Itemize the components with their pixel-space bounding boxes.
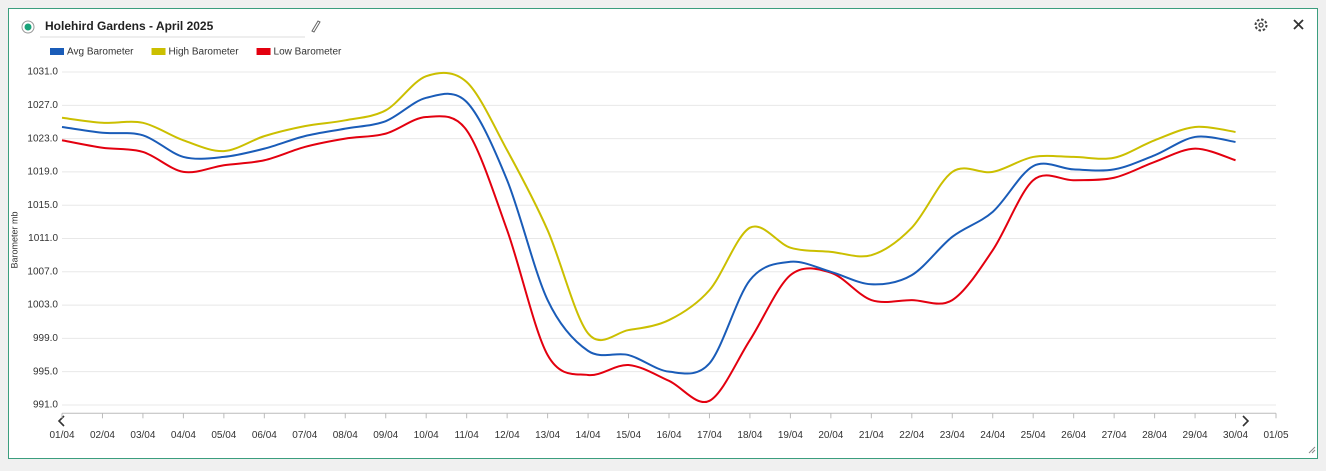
line-series [61, 92, 1236, 375]
y-tick-label: 1003.0 [27, 300, 58, 311]
legend-swatch [50, 48, 64, 55]
x-tick-label: 19/04 [778, 430, 803, 441]
y-axis-label: Barometer mb [9, 211, 19, 268]
y-tick-label: 1023.0 [27, 133, 58, 144]
x-tick-label: 06/04 [252, 430, 277, 441]
y-tick-label: 995.0 [33, 366, 58, 377]
x-tick-label: 13/04 [535, 430, 560, 441]
next-button[interactable] [1242, 415, 1250, 427]
line-series [61, 115, 1236, 404]
x-tick-label: 29/04 [1183, 430, 1208, 441]
y-tick-label: 1019.0 [27, 167, 58, 178]
x-tick-label: 07/04 [292, 430, 317, 441]
x-tick-label: 16/04 [656, 430, 681, 441]
x-tick-label: 18/04 [737, 430, 762, 441]
y-tick-label: 999.0 [33, 333, 58, 344]
settings-icon[interactable] [1254, 18, 1268, 32]
y-tick-label: 991.0 [33, 400, 58, 411]
x-tick-label: 10/04 [414, 430, 439, 441]
legend-swatch [151, 48, 166, 55]
x-tick-label: 02/04 [90, 430, 115, 441]
close-icon[interactable] [1293, 19, 1304, 30]
x-tick-label: 22/04 [899, 430, 924, 441]
x-tick-label: 04/04 [171, 430, 196, 441]
x-tick-label: 08/04 [333, 430, 358, 441]
x-tick-label: 01/05 [1263, 430, 1288, 441]
x-tick-label: 17/04 [697, 430, 722, 441]
x-tick-label: 15/04 [616, 430, 641, 441]
edit-icon[interactable] [311, 20, 321, 33]
x-tick-label: 25/04 [1021, 430, 1046, 441]
x-tick-label: 30/04 [1223, 430, 1248, 441]
status-dot [24, 23, 32, 31]
x-tick-label: 23/04 [940, 430, 965, 441]
chart-title: Holehird Gardens - April 2025 [45, 19, 214, 33]
x-tick-label: 09/04 [373, 430, 398, 441]
x-tick-label: 21/04 [859, 430, 884, 441]
x-tick-label: 12/04 [495, 430, 520, 441]
x-tick-label: 27/04 [1102, 430, 1127, 441]
x-tick-label: 24/04 [980, 430, 1005, 441]
x-tick-label: 20/04 [818, 430, 843, 441]
x-tick-label: 05/04 [211, 430, 236, 441]
resize-handle[interactable] [1308, 446, 1316, 454]
x-tick-label: 01/04 [49, 430, 74, 441]
y-tick-label: 1011.0 [28, 233, 58, 244]
x-tick-label: 26/04 [1061, 430, 1086, 441]
x-tick-label: 14/04 [576, 430, 601, 441]
y-tick-label: 1031.0 [27, 67, 58, 78]
legend-swatch [256, 48, 271, 55]
y-tick-label: 1027.0 [27, 100, 58, 111]
panel [8, 8, 1318, 459]
x-tick-label: 11/04 [455, 430, 480, 441]
y-tick-label: 1007.0 [27, 266, 58, 277]
line-series [61, 71, 1236, 341]
y-tick-label: 1015.0 [27, 200, 58, 211]
x-tick-label: 28/04 [1142, 430, 1167, 441]
x-tick-label: 03/04 [130, 430, 155, 441]
legend-label: Low Barometer [274, 47, 342, 58]
legend-label: Avg Barometer [67, 47, 134, 58]
legend-label: High Barometer [169, 47, 240, 58]
